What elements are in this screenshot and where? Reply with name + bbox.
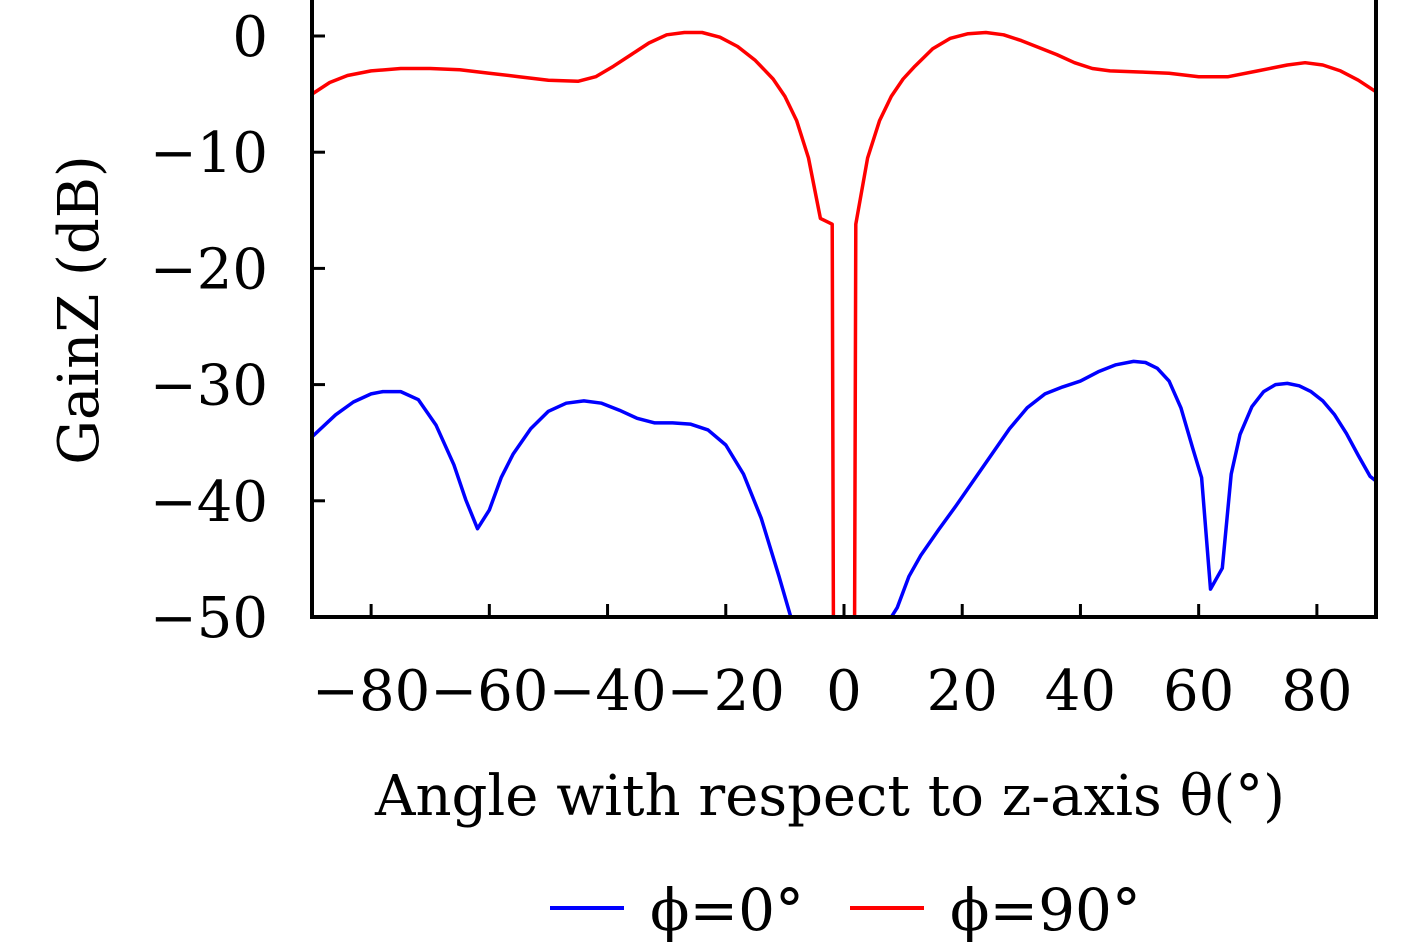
x-tick-label: 60 xyxy=(1163,659,1234,724)
y-tick-label: −20 xyxy=(150,237,268,302)
legend-label-phi-90: ϕ=90° xyxy=(950,876,1141,944)
x-tick-label: −20 xyxy=(667,659,785,724)
x-tick-label: 20 xyxy=(927,659,998,724)
y-axis-ticks: 0 −10 −20 −30 −40 −50 xyxy=(150,5,325,651)
legend-label-phi-0: ϕ=0° xyxy=(650,876,804,944)
series-line-phi-90-segment-1 xyxy=(852,30,1376,617)
x-axis-ticks: −80 −60 −40 −20 0 20 40 60 80 xyxy=(312,604,1353,724)
x-tick-label: −40 xyxy=(548,659,666,724)
series-line-phi-0-segment-1 xyxy=(889,359,1376,617)
x-tick-label: −80 xyxy=(312,659,430,724)
series-line-phi-90-segment-0 xyxy=(312,30,836,617)
y-tick-label: −50 xyxy=(150,586,268,651)
y-tick-label: −30 xyxy=(150,354,268,419)
x-tick-label: −60 xyxy=(430,659,548,724)
y-tick-label: −10 xyxy=(150,121,268,186)
y-tick-label: 0 xyxy=(232,5,268,70)
y-tick-label: −40 xyxy=(150,470,268,535)
x-tick-label: 40 xyxy=(1045,659,1116,724)
x-tick-label: 0 xyxy=(826,659,862,724)
series-group xyxy=(312,30,1376,617)
series-line-phi-0-segment-0 xyxy=(312,389,795,617)
x-axis-label: Angle with respect to z-axis θ(°) xyxy=(374,764,1285,829)
y-axis-label: GainZ (dB) xyxy=(47,155,112,465)
plot-frame xyxy=(310,0,1378,619)
legend: ϕ=0° ϕ=90° xyxy=(550,876,1141,944)
x-tick-label: 80 xyxy=(1281,659,1352,724)
